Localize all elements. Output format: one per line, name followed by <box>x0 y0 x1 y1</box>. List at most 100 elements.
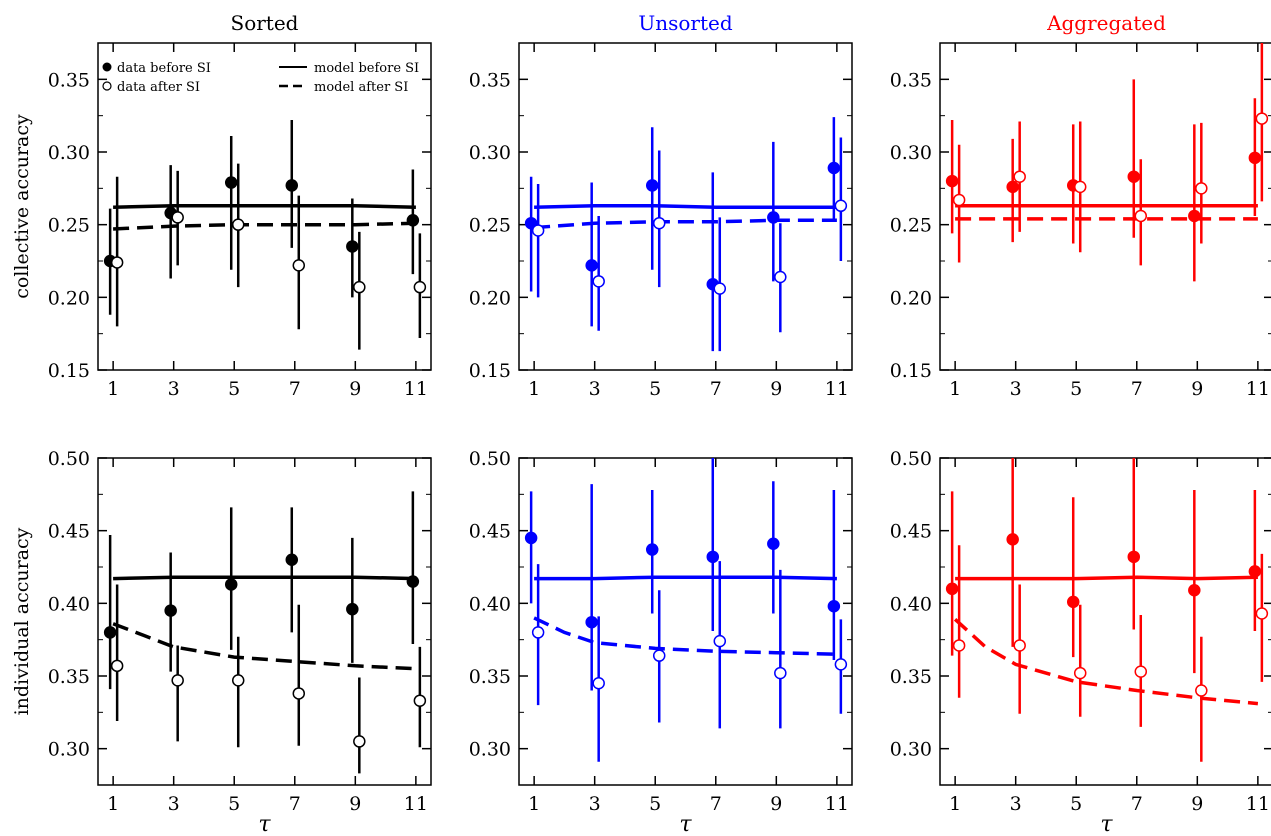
y-tick-label: 0.35 <box>890 666 932 688</box>
x-tick-label: 5 <box>1070 793 1082 815</box>
data-before-point <box>827 599 841 613</box>
data-after-point <box>713 282 727 295</box>
legend-data-after-marker <box>102 81 112 91</box>
chart-panel-6: 0.30 0.35 0.40 0.45 0.50 1 3 5 7 9 11 τ <box>890 448 1271 836</box>
data-after-point <box>110 659 124 673</box>
x-tick-label: 1 <box>107 378 119 400</box>
y-tick-label: 0.25 <box>469 215 511 237</box>
data-after-point <box>531 626 545 639</box>
data-before-point <box>1006 180 1019 194</box>
x-tick-label: 11 <box>825 793 849 815</box>
data-before-point <box>945 582 959 596</box>
legend-data-before-marker <box>102 62 112 72</box>
y-tick-label: 0.30 <box>48 142 90 164</box>
y-tick-label: 0.45 <box>469 521 511 543</box>
x-tick-label: 7 <box>710 793 722 815</box>
chart-panel-2: 0.15 0.20 0.25 0.30 0.35 1 3 5 7 9 11 Unsorted <box>469 11 853 400</box>
x-tick-label: 9 <box>1191 378 1203 400</box>
axes-frame <box>518 457 853 786</box>
model-after-line <box>112 622 416 671</box>
panel-title: Aggregated <box>1046 11 1166 35</box>
panel-title: Unsorted <box>638 11 732 35</box>
data-after-point <box>171 674 184 687</box>
y-tick-label: 0.35 <box>469 69 511 91</box>
x-axis-label: τ <box>258 812 271 836</box>
data-before-point <box>346 602 359 616</box>
x-axis-label: τ <box>679 812 692 836</box>
data-before-point <box>224 578 238 591</box>
y-tick-label: 0.40 <box>890 593 932 615</box>
y-tick-label: 0.15 <box>890 360 932 382</box>
y-tick-label: 0.50 <box>48 448 90 470</box>
y-axis-label: collective accuracy <box>11 114 33 299</box>
y-tick-label: 0.20 <box>48 287 90 309</box>
axes-frame <box>97 42 432 371</box>
x-tick-label: 11 <box>825 378 849 400</box>
x-tick-label: 9 <box>1191 793 1203 815</box>
x-tick-label: 11 <box>1246 378 1270 400</box>
data-after-point <box>774 666 787 680</box>
model-after-line <box>533 218 837 230</box>
data-after-point <box>592 275 605 288</box>
legend-data-before-label: data before SI <box>117 61 211 76</box>
panel-title: Sorted <box>231 11 299 35</box>
x-tick-label: 7 <box>1131 378 1143 400</box>
model-after-line <box>533 616 837 656</box>
x-tick-label: 9 <box>770 378 782 400</box>
data-after-point <box>1073 180 1087 194</box>
data-before-point <box>645 179 659 192</box>
chart-panel-4: 0.30 0.35 0.40 0.45 0.50 1 3 5 7 9 11 individual ac… <box>11 448 432 836</box>
data-after-point <box>413 694 427 707</box>
data-before-point <box>164 604 177 617</box>
data-after-point <box>353 735 366 748</box>
x-tick-label: 11 <box>404 378 428 400</box>
model-before-line <box>534 204 837 209</box>
x-tick-label: 5 <box>228 378 240 400</box>
y-tick-label: 0.40 <box>469 593 511 615</box>
model-before-line <box>534 575 837 581</box>
legend-data-after-label: data after SI <box>117 80 200 95</box>
x-tick-label: 9 <box>770 793 782 815</box>
x-tick-label: 3 <box>1010 793 1022 815</box>
data-after-point <box>1195 684 1208 697</box>
data-before-point <box>585 259 598 272</box>
data-after-point <box>1255 112 1269 125</box>
data-before-point <box>1188 209 1201 223</box>
data-after-point <box>171 211 184 224</box>
y-tick-label: 0.30 <box>469 142 511 164</box>
data-before-point <box>406 575 420 588</box>
data-before-point <box>645 543 659 556</box>
x-tick-label: 3 <box>168 378 180 400</box>
axes-frame <box>97 457 432 786</box>
y-tick-label: 0.25 <box>48 215 90 237</box>
data-before-point <box>1127 550 1141 564</box>
data-after-point <box>952 639 966 652</box>
y-tick-label: 0.35 <box>890 69 932 91</box>
data-after-point <box>1073 666 1087 680</box>
y-axis-label: individual accuracy <box>11 527 33 715</box>
data-before-point <box>585 615 598 629</box>
data-after-point <box>652 216 666 230</box>
data-before-point <box>1127 170 1141 183</box>
x-tick-label: 11 <box>404 793 428 815</box>
data-before-point <box>1188 584 1201 597</box>
x-tick-label: 1 <box>528 793 540 815</box>
x-tick-label: 5 <box>649 793 661 815</box>
data-after-point <box>834 658 848 671</box>
x-tick-label: 3 <box>168 793 180 815</box>
x-tick-label: 9 <box>349 793 361 815</box>
data-before-point <box>1248 151 1262 165</box>
data-before-point <box>1006 533 1019 546</box>
data-after-point <box>353 280 366 294</box>
x-tick-label: 3 <box>589 378 601 400</box>
model-after-line <box>953 618 1259 706</box>
x-tick-label: 1 <box>949 378 961 400</box>
x-tick-label: 1 <box>528 378 540 400</box>
data-after-point <box>774 270 787 284</box>
data-before-point <box>706 550 720 564</box>
y-tick-label: 0.50 <box>469 448 511 470</box>
model-after-line <box>113 221 416 231</box>
axes-frame <box>939 457 1271 786</box>
chart-panel-5: 0.30 0.35 0.40 0.45 0.50 1 3 5 7 9 11 τ <box>469 448 853 836</box>
